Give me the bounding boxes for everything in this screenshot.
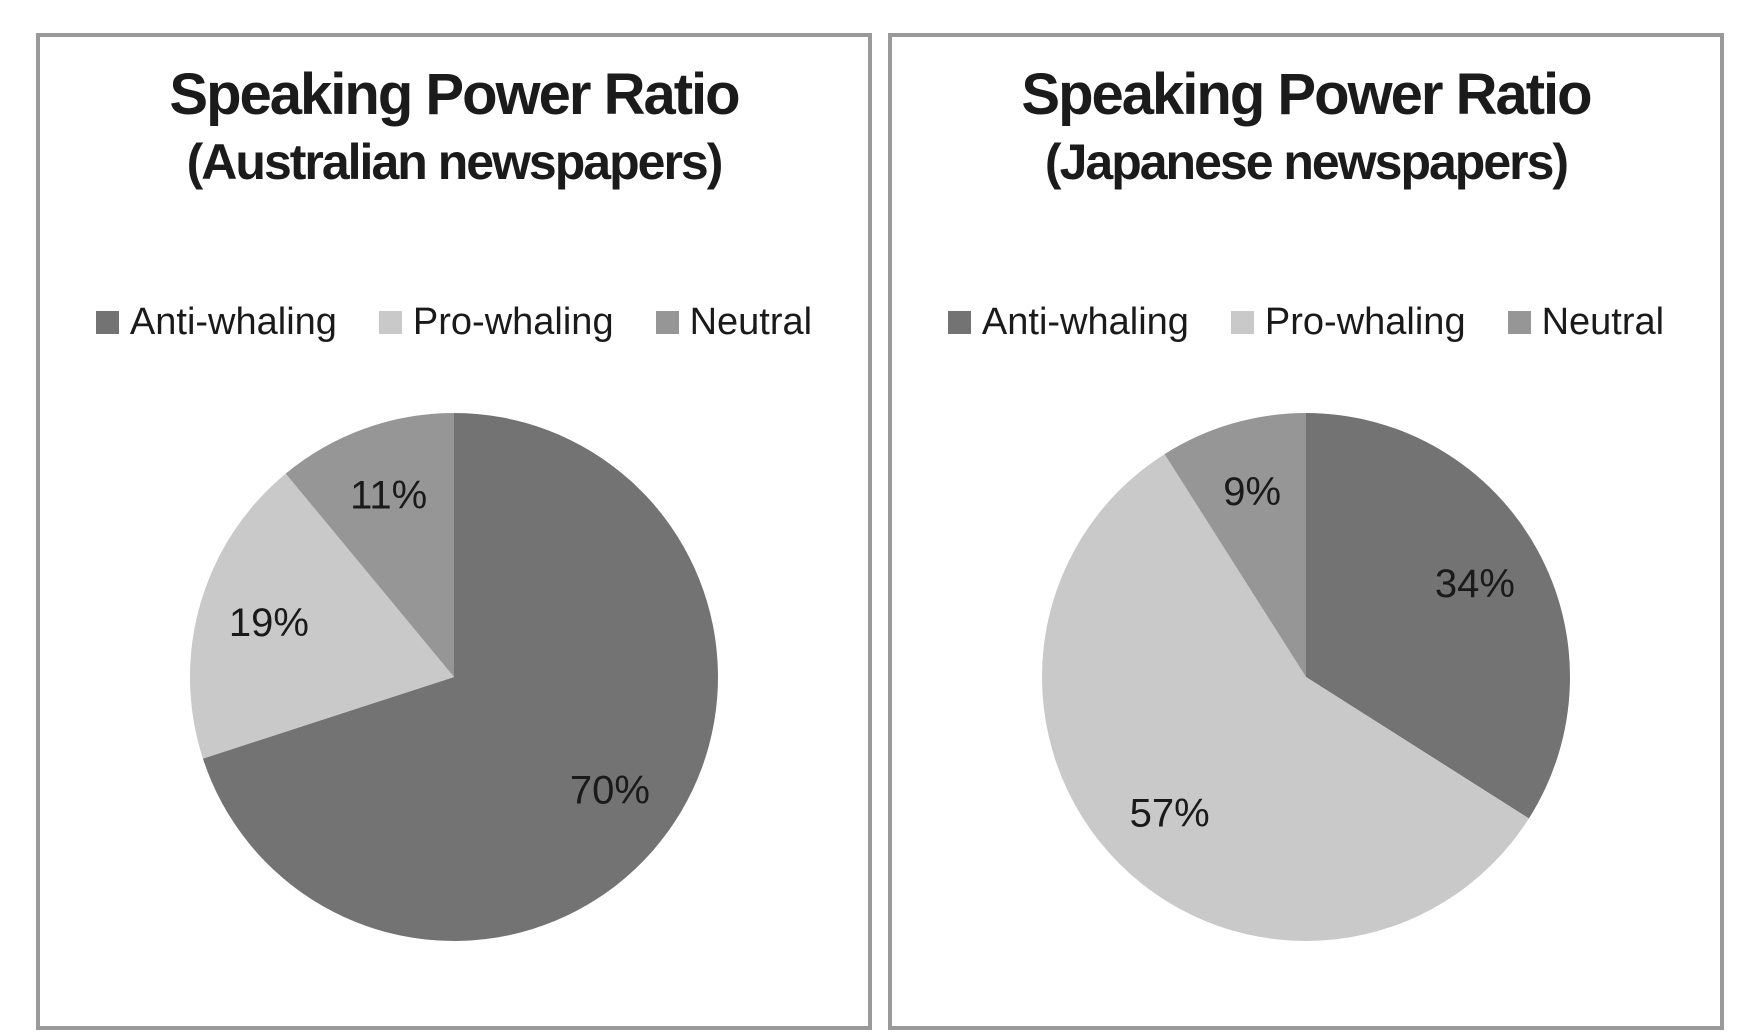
chart-title-line2: (Australian newspapers) bbox=[186, 134, 724, 190]
legend-swatch-neutral bbox=[655, 311, 679, 334]
legend-swatch-pro-whaling bbox=[1230, 311, 1254, 334]
chart-panel-australian: Speaking Power Ratio (Australian newspap… bbox=[36, 33, 872, 1030]
legend-item-anti-whaling: Anti-whaling bbox=[95, 301, 337, 344]
pie-chart-japanese: 34% 57% 9% bbox=[1041, 413, 1570, 942]
legend-swatch-neutral bbox=[1507, 311, 1531, 334]
legend-swatch-anti-whaling bbox=[95, 311, 119, 334]
legend-swatch-pro-whaling bbox=[378, 311, 402, 334]
legend-label-pro-whaling: Pro-whaling bbox=[1264, 301, 1466, 343]
legend-swatch-anti-whaling bbox=[947, 311, 971, 334]
legend-australian: Anti-whaling Pro-whaling Neutral bbox=[40, 301, 868, 344]
legend-label-anti-whaling: Anti-whaling bbox=[981, 301, 1189, 343]
pie-data-label: 70% bbox=[570, 768, 650, 812]
pie-slice-anti-whaling bbox=[202, 413, 718, 941]
legend-item-anti-whaling: Anti-whaling bbox=[947, 301, 1189, 344]
pie-data-label: 19% bbox=[229, 601, 309, 645]
pie-slice-pro-whaling bbox=[189, 473, 455, 759]
legend-japanese: Anti-whaling Pro-whaling Neutral bbox=[892, 301, 1720, 344]
chart-title-line1: Speaking Power Ratio bbox=[169, 62, 740, 127]
legend-item-neutral: Neutral bbox=[655, 301, 813, 344]
legend-label-neutral: Neutral bbox=[1541, 301, 1665, 343]
pie-data-label: 11% bbox=[350, 474, 427, 518]
pie-data-label: 57% bbox=[1130, 791, 1210, 835]
legend-label-pro-whaling: Pro-whaling bbox=[412, 301, 614, 343]
legend-label-anti-whaling: Anti-whaling bbox=[129, 301, 337, 343]
legend-item-pro-whaling: Pro-whaling bbox=[378, 301, 614, 344]
pie-slice-pro-whaling bbox=[1041, 454, 1529, 942]
chart-title-line1: Speaking Power Ratio bbox=[1021, 62, 1592, 127]
chart-title-australian: Speaking Power Ratio (Australian newspap… bbox=[40, 59, 868, 193]
pie-data-label: 34% bbox=[1435, 562, 1515, 606]
pie-chart-australian: 70% 19% 11% bbox=[189, 413, 718, 941]
pie-data-label: 9% bbox=[1223, 470, 1281, 514]
chart-title-japanese: Speaking Power Ratio (Japanese newspaper… bbox=[892, 59, 1720, 193]
pie-slice-neutral bbox=[1164, 413, 1306, 677]
pie-slice-neutral bbox=[285, 413, 454, 677]
chart-title-line2: (Japanese newspapers) bbox=[1044, 134, 1569, 190]
chart-panel-japanese: Speaking Power Ratio (Japanese newspaper… bbox=[888, 33, 1724, 1030]
legend-item-neutral: Neutral bbox=[1507, 301, 1665, 344]
legend-label-neutral: Neutral bbox=[689, 301, 813, 343]
legend-item-pro-whaling: Pro-whaling bbox=[1230, 301, 1466, 344]
pie-slice-anti-whaling bbox=[1306, 413, 1570, 819]
